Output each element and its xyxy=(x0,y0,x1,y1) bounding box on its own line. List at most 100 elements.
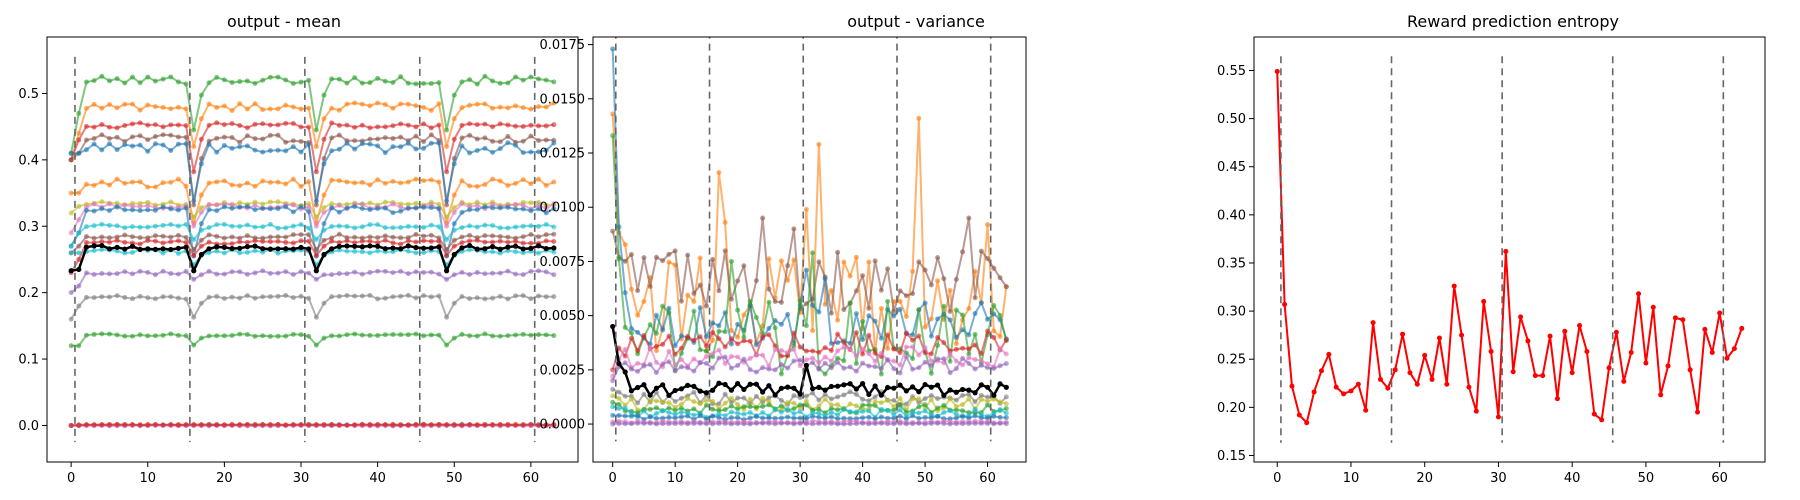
data-point xyxy=(175,332,181,338)
data-point xyxy=(910,356,916,362)
data-point xyxy=(382,295,388,301)
data-point xyxy=(941,409,947,415)
data-point xyxy=(99,73,105,79)
data-point xyxy=(175,141,181,147)
series-line xyxy=(71,178,555,224)
data-point xyxy=(428,81,434,87)
data-point xyxy=(413,176,419,182)
data-point xyxy=(622,324,628,330)
data-point xyxy=(129,179,135,185)
data-point xyxy=(866,351,872,357)
data-point xyxy=(99,422,105,428)
data-point xyxy=(722,413,728,419)
data-point xyxy=(436,293,442,299)
data-point xyxy=(191,198,197,204)
data-point xyxy=(935,405,941,411)
data-point xyxy=(367,141,373,147)
data-point xyxy=(903,314,909,320)
data-point xyxy=(152,122,158,128)
data-point xyxy=(910,332,916,338)
data-point xyxy=(382,233,388,239)
data-point xyxy=(966,351,972,357)
data-point xyxy=(866,408,872,414)
data-point xyxy=(114,204,120,210)
data-point xyxy=(872,318,878,324)
data-point xyxy=(214,149,220,155)
data-point xyxy=(847,381,853,387)
data-point xyxy=(785,365,791,371)
data-point xyxy=(275,74,281,80)
data-point xyxy=(910,366,916,372)
data-point xyxy=(390,332,396,338)
data-point xyxy=(137,268,143,274)
data-point xyxy=(298,293,304,299)
mean-chart-panel: output - mean 0 10 20 30 40 50 600.00.10.20.30… xyxy=(18,12,579,486)
data-point xyxy=(68,243,74,249)
data-point xyxy=(145,207,151,213)
data-point xyxy=(428,332,434,338)
data-point xyxy=(145,224,151,230)
data-point xyxy=(1680,317,1686,323)
data-point xyxy=(275,106,281,112)
data-point xyxy=(137,142,143,148)
data-point xyxy=(803,206,809,212)
data-point xyxy=(359,244,365,250)
data-point xyxy=(122,142,128,148)
data-point xyxy=(678,345,684,351)
data-point xyxy=(653,385,660,391)
data-point xyxy=(728,341,734,347)
data-point xyxy=(685,334,691,339)
data-point xyxy=(145,148,151,154)
data-point xyxy=(828,365,834,371)
data-point xyxy=(797,402,803,408)
data-point xyxy=(99,331,105,337)
data-point xyxy=(728,403,734,409)
data-point xyxy=(83,79,89,85)
data-point xyxy=(641,391,647,397)
data-point xyxy=(367,103,373,109)
data-point xyxy=(375,143,381,149)
data-point xyxy=(543,104,549,110)
data-point xyxy=(1003,394,1009,400)
data-point xyxy=(168,271,174,277)
data-point xyxy=(822,421,828,427)
data-point xyxy=(760,365,766,371)
data-point xyxy=(428,205,434,211)
data-point xyxy=(716,336,722,342)
data-point xyxy=(275,132,281,138)
data-point xyxy=(622,393,628,399)
data-point xyxy=(221,142,227,148)
data-point xyxy=(1003,384,1009,390)
data-point xyxy=(183,141,189,147)
data-point xyxy=(175,104,181,110)
data-point xyxy=(922,421,928,427)
data-point xyxy=(489,244,496,250)
data-point xyxy=(260,333,266,339)
data-point xyxy=(198,300,204,306)
data-point xyxy=(666,421,672,427)
data-point xyxy=(728,353,734,359)
data-point xyxy=(528,181,534,187)
data-point xyxy=(497,234,503,240)
data-point xyxy=(152,134,158,140)
data-point xyxy=(413,200,419,206)
data-point xyxy=(735,380,741,387)
data-point xyxy=(497,270,503,276)
data-point xyxy=(1532,373,1538,379)
data-point xyxy=(490,124,496,130)
data-point xyxy=(753,352,759,358)
data-point xyxy=(610,412,616,418)
data-point xyxy=(543,332,549,338)
data-point xyxy=(198,227,204,233)
data-point xyxy=(616,401,622,407)
data-point xyxy=(283,239,289,245)
data-point xyxy=(710,398,716,404)
data-point xyxy=(622,360,628,366)
data-point xyxy=(398,134,404,140)
data-point xyxy=(878,406,884,412)
data-point xyxy=(960,312,966,318)
data-point xyxy=(1628,349,1634,355)
data-point xyxy=(928,397,934,403)
data-point xyxy=(398,204,404,210)
